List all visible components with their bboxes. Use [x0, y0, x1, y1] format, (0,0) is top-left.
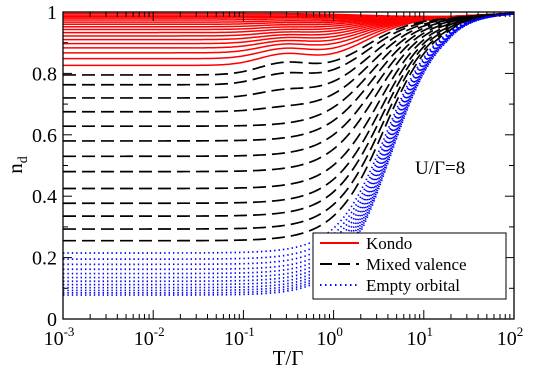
x-tick-exponent: -2 [154, 324, 165, 339]
series-line [63, 12, 515, 173]
y-axis: 0 0.2 0.4 0.6 0.8 1 [32, 2, 514, 331]
series-line [63, 12, 515, 279]
series-line [63, 12, 515, 190]
series-line [63, 13, 515, 289]
series-line [63, 12, 515, 158]
x-tick-base: 10 [407, 328, 427, 350]
x-tick-label: 100 [316, 324, 343, 350]
y-tick-label: 1 [47, 2, 57, 24]
series-line [63, 12, 515, 242]
x-tick-base: 10 [316, 328, 336, 350]
series-line [63, 12, 515, 254]
series-line [63, 12, 515, 275]
series-line [63, 13, 515, 283]
series-line [63, 12, 515, 230]
x-tick-base: 10 [134, 328, 154, 350]
y-tick-label: 0 [47, 309, 57, 331]
legend: Kondo Mixed valence Empty orbital [312, 232, 507, 300]
series-line [63, 12, 515, 128]
x-axis: 10-3 10-2 10-1 100 101 102 [44, 12, 524, 350]
y-tick-label: 0.8 [32, 63, 57, 85]
series-line [63, 12, 515, 205]
x-tick-exponent: 0 [336, 324, 343, 339]
x-tick-exponent: -1 [244, 324, 255, 339]
series-line [63, 12, 515, 271]
series-line [63, 13, 515, 286]
x-tick-exponent: 2 [517, 324, 524, 339]
series-line [63, 12, 515, 113]
series-line [63, 13, 515, 294]
y-axis-label-main: n [3, 163, 27, 174]
y-tick-label: 0.4 [32, 186, 57, 208]
series-line [63, 12, 515, 217]
y-tick-label: 0.6 [32, 125, 57, 147]
x-tick-base: 10 [497, 328, 517, 350]
x-tick-exponent: -3 [64, 324, 75, 339]
x-tick-label: 10-2 [134, 324, 165, 350]
legend-label-empty-orbital: Empty orbital [366, 276, 460, 295]
legend-label-kondo: Kondo [366, 234, 412, 253]
series-line [63, 12, 515, 86]
series-line [63, 13, 515, 296]
x-tick-label: 102 [497, 324, 524, 350]
x-tick-exponent: 1 [427, 324, 434, 339]
legend-label-mixed-valence: Mixed valence [366, 255, 467, 274]
x-tick-base: 10 [44, 328, 64, 350]
y-axis-label-subscript: d [16, 156, 31, 163]
series-line [63, 12, 515, 266]
x-tick-label: 10-1 [224, 324, 255, 350]
y-tick-label: 0.2 [32, 248, 57, 270]
x-tick-base: 10 [224, 328, 244, 350]
x-tick-label: 101 [407, 324, 434, 350]
annotation-ratio: U/Γ=8 [415, 158, 465, 179]
series-line [63, 12, 515, 260]
y-axis-label: nd [3, 156, 31, 174]
series-line [63, 13, 515, 292]
x-axis-label: T/Γ [273, 346, 304, 370]
series-line [63, 12, 515, 142]
x-tick-label: 10-3 [44, 324, 75, 350]
curves-layer [63, 12, 515, 296]
